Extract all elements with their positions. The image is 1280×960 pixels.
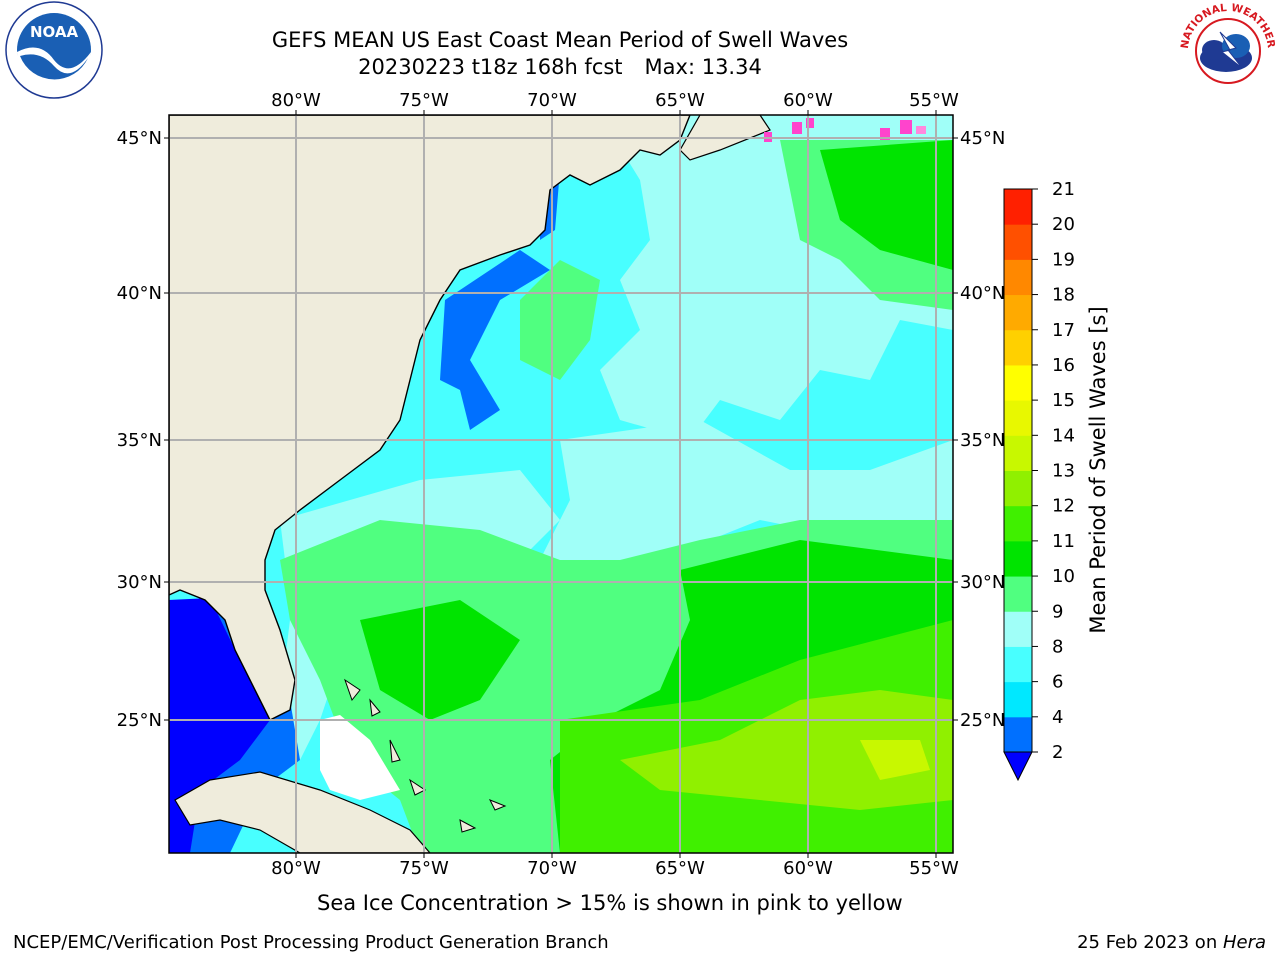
map-subtitle: 20230223 t18z 168h fcst Max: 13.34 [160,54,960,80]
colorbar-tick-label: 4 [1052,707,1063,728]
lat-label-left: 30°N [117,572,162,593]
sea-ice-note: Sea Ice Concentration > 15% is shown in … [317,891,903,915]
colorbar-segment [1004,189,1032,225]
colorbar-under-extension [1003,751,1033,782]
colorbar-segment [1004,470,1032,507]
colorbar-tick-label: 8 [1052,636,1063,657]
map-gridlines [169,115,953,853]
lon-label-bottom: 75°W [399,858,449,879]
lat-label-right: 45°N [960,128,1005,149]
colorbar-segment [1004,400,1032,436]
footer-host: Hera [1222,932,1266,953]
colorbar-label: Mean Period of Swell Waves [s] [1086,306,1110,633]
lon-label-top: 75°W [399,90,449,111]
land-north-america [169,115,691,721]
nws-logo: NATIONAL WEATHER SERVICE [1176,0,1277,99]
colorbar-segment [1004,646,1032,683]
field-green-9-north [520,260,600,380]
lat-label-left: 40°N [117,283,162,304]
map-plot-area [169,115,953,853]
field-green-10-ne [820,140,953,270]
lon-label-bottom: 65°W [655,858,705,879]
colorbar-segment [1004,259,1032,296]
colorbar-tick-label: 2 [1052,742,1063,763]
colorbar-segment [1004,576,1032,612]
colorbar-segment [1004,329,1032,366]
lat-label-left: 45°N [117,128,162,149]
colorbar-segment [1004,540,1032,577]
lat-label-left: 25°N [117,710,162,731]
lat-label-right: 40°N [960,283,1005,304]
lon-label-bottom: 70°W [527,858,577,879]
colorbar-segment [1004,364,1032,401]
footer-date-text: 25 Feb 2023 on [1077,932,1223,953]
colorbar-tick-label: 17 [1052,320,1075,341]
colorbar-tick-label: 11 [1052,531,1075,552]
colorbar-tick-label: 21 [1052,179,1075,200]
lat-label-left: 35°N [117,430,162,451]
noaa-logo: NOAA [5,1,103,99]
lon-label-top: 80°W [271,90,321,111]
noaa-logo-text: NOAA [30,23,79,41]
lat-label-right: 35°N [960,430,1005,451]
colorbar-segment [1004,435,1032,471]
footer-date: 25 Feb 2023 on Hera [1077,932,1266,953]
lon-label-top: 65°W [655,90,705,111]
colorbar-tick-label: 12 [1052,496,1075,517]
map-frame [168,114,954,854]
lat-label-right: 25°N [960,710,1005,731]
lon-label-top: 70°W [527,90,577,111]
land-cuba [174,771,431,853]
map-title: GEFS MEAN US East Coast Mean Period of S… [271,28,849,52]
map-ticks [164,110,958,858]
lon-label-bottom: 55°W [909,858,959,879]
field-masked-banks [320,715,400,800]
colorbar-tick-label: 13 [1052,461,1075,482]
colorbar-segment [1004,294,1032,331]
colorbar-tick-label: 15 [1052,390,1075,411]
colorbar-segment [1004,681,1032,718]
colorbar-tick-label: 16 [1052,355,1075,376]
colorbar-tick-label: 18 [1052,285,1075,306]
land-bahamas [344,678,507,833]
colorbar-tick-label: 19 [1052,249,1075,270]
colorbar-tick-label: 10 [1052,566,1075,587]
lon-label-top: 55°W [909,90,959,111]
lat-label-right: 30°N [960,572,1005,593]
colorbar-tick-label: 6 [1052,672,1063,693]
lon-label-bottom: 60°W [783,858,833,879]
footer-branch: NCEP/EMC/Verification Post Processing Pr… [13,932,609,953]
field-blue-coastal [440,250,550,430]
field-green-10 [360,600,520,720]
colorbar-segment [1004,224,1032,260]
colorbar-segment [1004,716,1032,753]
colorbar-segment [1004,611,1032,647]
colorbar-tick-label: 14 [1052,425,1075,446]
lon-label-bottom: 80°W [271,858,321,879]
field-green-13 [860,740,930,780]
colorbar-tick-label: 9 [1052,601,1063,622]
colorbar-tick-label: 20 [1052,214,1075,235]
colorbar: 2 4 6 8 9 10 11 12 13 14 15 16 17 18 19 20 21 [1003,179,1075,782]
colorbar-segment [1004,505,1032,542]
max-value: Max: 13.34 [644,55,762,79]
lon-label-top: 60°W [783,90,833,111]
forecast-run: 20230223 t18z 168h fcst [358,55,623,79]
